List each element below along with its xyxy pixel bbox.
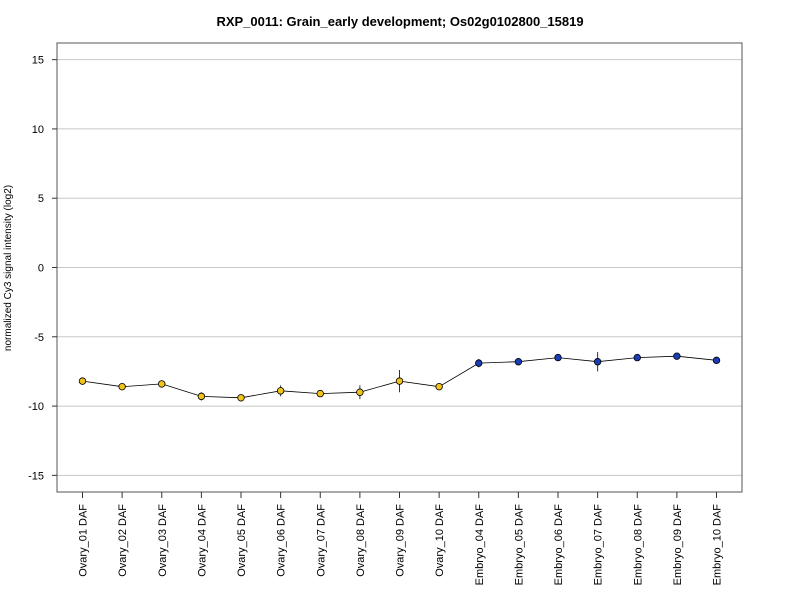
y-tick-label: -10 xyxy=(28,401,44,413)
x-tick-label: Ovary_04 DAF xyxy=(196,504,208,577)
x-tick-label: Ovary_09 DAF xyxy=(395,504,407,577)
data-point xyxy=(633,353,641,362)
x-tick-label: Ovary_02 DAF xyxy=(117,504,129,577)
data-point xyxy=(593,358,602,366)
x-tick-label: Embryo_10 DAF xyxy=(712,504,724,586)
data-point xyxy=(514,358,523,366)
data-point xyxy=(237,394,245,402)
data-point xyxy=(435,382,443,391)
x-tick-label: Ovary_07 DAF xyxy=(315,504,327,577)
series xyxy=(78,352,721,402)
chart-title: RXP_0011: Grain_early development; Os02g… xyxy=(216,14,583,29)
y-tick-label: -15 xyxy=(28,470,44,482)
x-tick-label: Embryo_05 DAF xyxy=(513,504,525,586)
y-tick-label: 0 xyxy=(38,263,44,275)
x-tick-label: Ovary_01 DAF xyxy=(78,504,90,577)
y-tick-label: 15 xyxy=(32,55,44,67)
x-tick-label: Embryo_08 DAF xyxy=(632,504,644,586)
data-point xyxy=(475,359,483,367)
x-tick-label: Ovary_06 DAF xyxy=(276,504,288,577)
x-tick-label: Ovary_10 DAF xyxy=(434,504,446,577)
y-tick-label: 5 xyxy=(38,193,44,205)
data-point xyxy=(554,353,562,362)
x-tick-label: Ovary_03 DAF xyxy=(157,504,169,577)
x-tick-label: Embryo_04 DAF xyxy=(474,504,486,586)
data-point xyxy=(356,388,364,396)
data-point xyxy=(78,377,87,385)
data-point xyxy=(118,382,126,391)
x-tick-label: Embryo_07 DAF xyxy=(593,504,605,586)
data-point xyxy=(395,377,404,385)
x-axis: Ovary_01 DAF Ovary_02 DAF Ovary_03 DAF Ovar… xyxy=(78,492,724,585)
data-point xyxy=(197,392,206,401)
data-point xyxy=(712,356,721,365)
data-point xyxy=(158,380,166,388)
y-tick-label: -5 xyxy=(34,332,44,344)
x-tick-label: Ovary_08 DAF xyxy=(355,504,367,577)
x-tick-label: Embryo_06 DAF xyxy=(553,504,565,586)
data-point xyxy=(316,389,324,398)
data-point xyxy=(276,387,285,395)
y-axis-label: normalized Cy3 signal intensity (log2) xyxy=(3,185,14,351)
gridlines xyxy=(57,59,742,476)
data-point xyxy=(673,352,681,360)
y-tick-label: 10 xyxy=(32,124,44,136)
x-tick-label: Ovary_05 DAF xyxy=(236,504,248,577)
x-tick-label: Embryo_09 DAF xyxy=(672,504,684,586)
y-axis: 15 10 5 0 -5 -10 -15 xyxy=(28,55,57,482)
